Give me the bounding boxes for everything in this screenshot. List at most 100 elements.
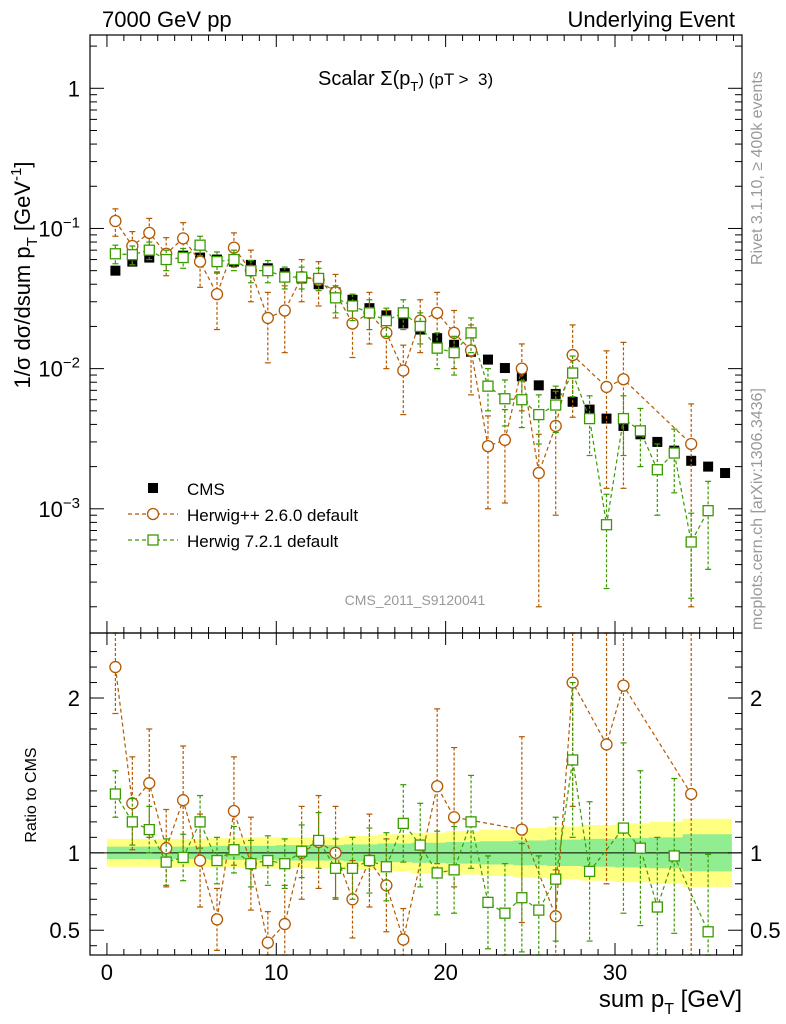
herwigpp-ratio-point (329, 846, 342, 859)
herwig7-point (668, 447, 680, 459)
legend-herwig7-marker (147, 534, 159, 546)
herwig7-point (245, 265, 257, 277)
y-tick-label: 10−1 (38, 214, 80, 241)
herwig7-ratio-point (312, 834, 325, 847)
herwigpp-ratio-point (227, 804, 241, 818)
herwig7-ratio-point (431, 867, 443, 879)
legend-cms-label: CMS (187, 480, 225, 499)
ratio-y-tick-label: 2 (68, 686, 80, 711)
herwigpp-ratio-point (549, 910, 562, 923)
cms-point (652, 436, 663, 447)
herwig7-point (160, 253, 172, 266)
herwigpp-ratio-point (515, 823, 528, 836)
herwig7-ratio-point (550, 873, 562, 885)
legend-herwigpp-label: Herwig++ 2.6.0 default (187, 506, 358, 525)
herwigpp-point (685, 437, 698, 451)
herwigpp-ratio-point (685, 787, 698, 801)
herwig7-ratio-point (160, 856, 172, 868)
herwigpp-ratio-point (431, 780, 444, 793)
herwig7-ratio-point (499, 907, 511, 919)
herwig7-point (685, 536, 697, 548)
herwig7-point (346, 300, 359, 312)
ratio-y-tick-label-right: 1 (750, 841, 762, 866)
herwig7-point (177, 251, 189, 264)
herwig7-ratio-point (397, 817, 409, 830)
herwig7-ratio-point (228, 844, 240, 856)
herwig7-point (228, 253, 240, 266)
herwig7-point (702, 505, 714, 517)
herwigpp-ratio-point (397, 933, 410, 946)
ratio-frame (89, 632, 743, 956)
cms-point (703, 461, 714, 472)
herwig7-point (211, 255, 223, 268)
herwig7-point (279, 271, 291, 283)
herwigpp-point (380, 326, 393, 340)
herwigpp-point (532, 466, 545, 480)
x-axis-label: sum pT [GeV] (599, 986, 742, 1018)
herwig7-ratio-point (516, 892, 528, 904)
herwigpp-ratio-point (160, 842, 173, 855)
herwigpp-point (617, 373, 630, 386)
herwig7-point (533, 408, 545, 421)
herwig7-ratio-point (177, 851, 189, 864)
x-tick-label: 30 (603, 960, 627, 985)
herwig7-point (634, 425, 647, 437)
legend-herwig7-label: Herwig 7.2.1 default (187, 532, 338, 551)
herwigpp-ratio-line (114, 666, 692, 944)
herwig7-ratio-point (634, 842, 647, 854)
herwigpp-point (210, 287, 224, 301)
herwig7-ratio-point (617, 822, 630, 834)
herwigpp-point (143, 226, 156, 240)
herwigpp-point (176, 232, 190, 245)
herwig7-ratio-point (109, 788, 122, 800)
herwig7-point (617, 412, 630, 425)
herwigpp-point (481, 439, 495, 453)
herwigpp-point (600, 380, 613, 394)
herwigpp-point (498, 433, 512, 447)
ratio-plot-marks (109, 632, 714, 956)
herwig7-point (143, 244, 155, 256)
herwigpp-point (278, 304, 291, 317)
herwigpp-ratio-point (447, 811, 461, 824)
x-tick-label: 20 (433, 960, 457, 985)
ratio-y-tick-label-right: 0.5 (750, 918, 781, 943)
herwig7-ratio-point (533, 904, 545, 916)
herwig7-ratio-point (143, 823, 155, 836)
herwigpp-ratio-point (143, 777, 156, 790)
herwigpp-ratio-point (261, 936, 274, 949)
cms-point (398, 318, 409, 329)
herwig7-point (262, 265, 274, 277)
herwig7-point (448, 347, 460, 359)
axes (89, 34, 743, 956)
rivet-version-label: Rivet 3.1.10, ≥ 400k events (749, 71, 766, 265)
herwig7-ratio-point (279, 858, 291, 870)
herwig7-ratio-point (583, 865, 596, 878)
header-right: Underlying Event (567, 7, 735, 32)
herwig7-point (482, 380, 494, 392)
herwig7-ratio-point (363, 854, 376, 867)
herwig7-ratio-point (245, 858, 257, 870)
herwig7-ratio-point (668, 850, 680, 862)
herwig7-point (296, 271, 308, 283)
cms-point (449, 339, 460, 350)
herwig7-ratio-point (414, 839, 426, 851)
herwig7-point (363, 307, 376, 319)
herwigpp-point (193, 255, 207, 268)
ratio-y-tick-label: 1 (68, 841, 80, 866)
herwig7-ratio-point (380, 861, 393, 873)
herwig7-point (600, 519, 613, 531)
herwig7-ratio-point (329, 862, 342, 874)
herwigpp-ratio-point (109, 660, 122, 674)
ratio-y-axis-label: Ratio to CMS (23, 747, 40, 842)
herwig7-ratio-point (465, 816, 477, 828)
herwig7-ratio-point (346, 862, 359, 874)
herwig7-point (431, 342, 443, 354)
ratio-y-tick-label: 0.5 (49, 918, 80, 943)
herwigpp-ratio-point (210, 913, 224, 926)
legend-cms-marker (148, 483, 158, 493)
herwig7-point (516, 394, 528, 406)
herwig7-point (397, 307, 409, 319)
cms-point (110, 265, 121, 276)
